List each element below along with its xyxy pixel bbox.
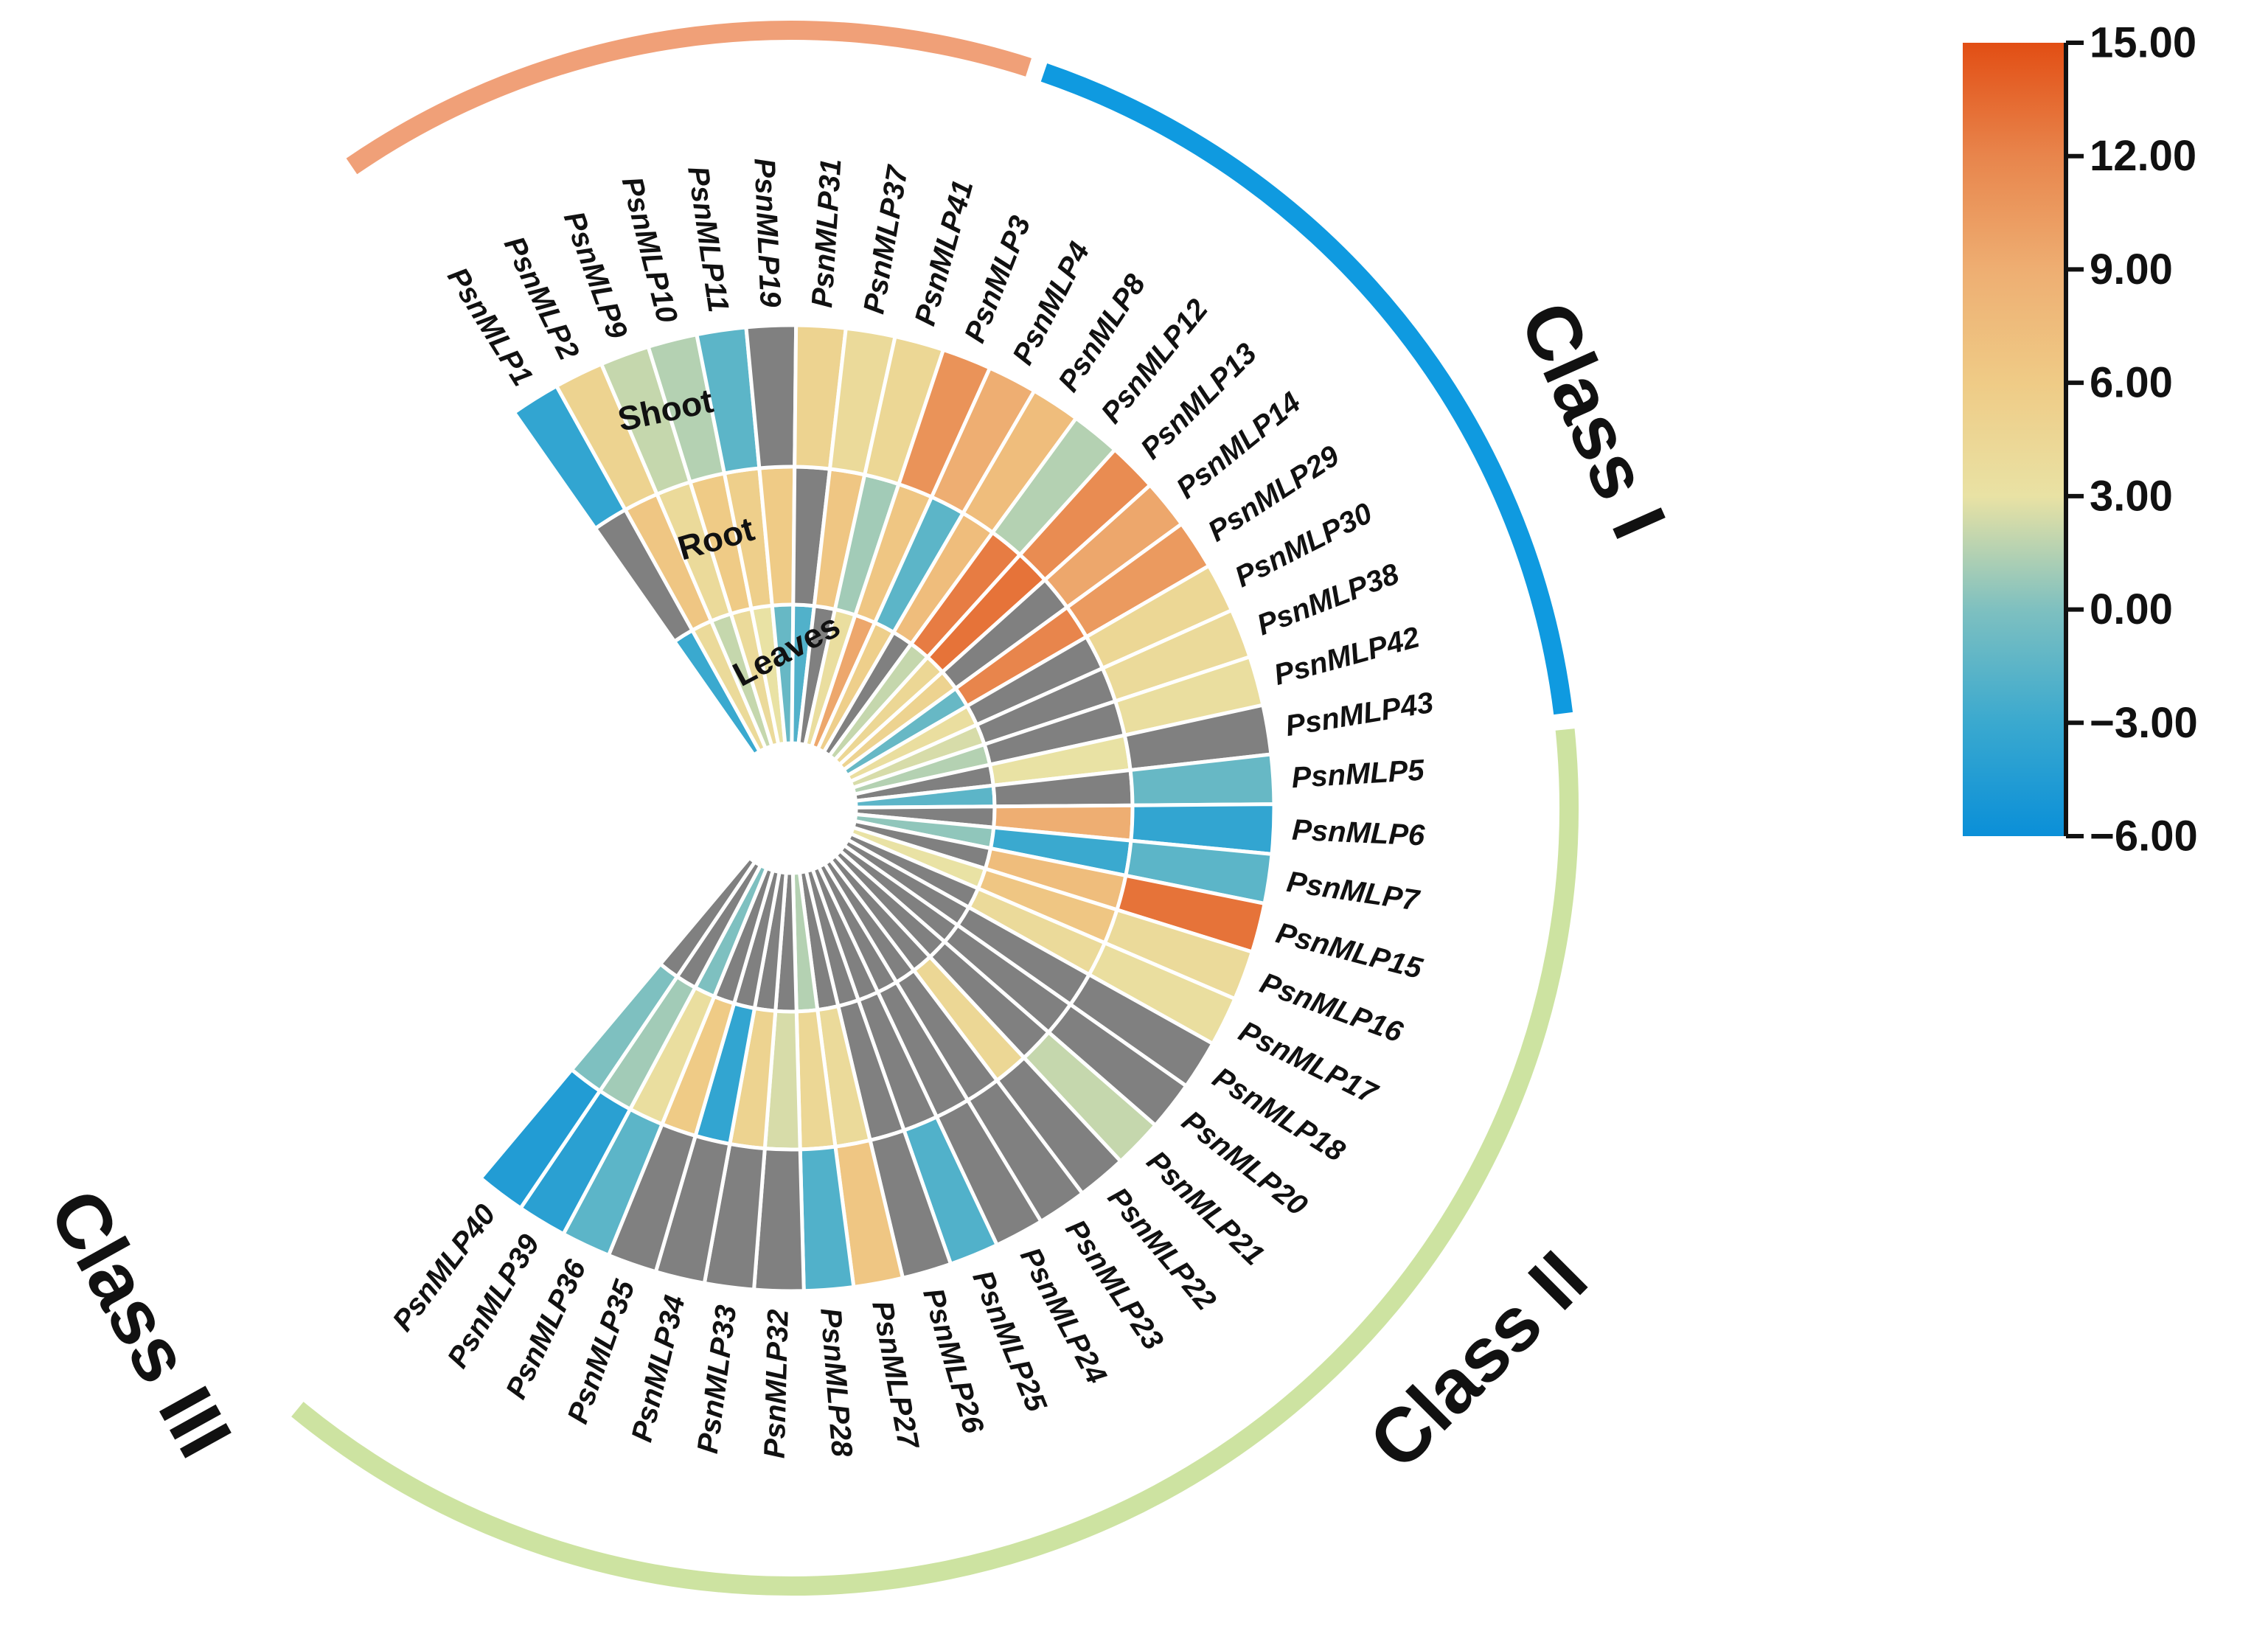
colorbar-legend: 15.00 12.00 9.00 6.00 3.00 0.00 −3.00 −6.00 [1963,19,2198,860]
gene-label: PsnMLP5 [1290,754,1425,795]
colorbar-tick-label: 0.00 [2090,585,2173,633]
colorbar-tick-label: −3.00 [2090,699,2198,747]
colorbar-tick-label: 15.00 [2090,19,2196,67]
heatmap-cells-group [478,323,1276,1293]
colorbar-tick-label: 9.00 [2090,246,2173,293]
colorbar-gradient [1963,43,2064,836]
class-arc-3 [291,728,1579,1596]
colorbar-tick-label: 3.00 [2090,472,2173,520]
colorbar-tick-label: 6.00 [2090,359,2173,407]
class-arc-1 [346,21,1032,175]
colorbar-tick-label: −6.00 [2090,813,2198,860]
heatmap-cell-PsnMLP40-shoot [478,1067,603,1211]
gene-label: PsnMLP6 [1291,814,1426,852]
class-arc-2 [1040,63,1573,715]
gene-label: PsnMLP32 [759,1309,795,1458]
colorbar-tick-label: 12.00 [2090,132,2196,180]
gene-label: PsnMLP19 [748,158,786,309]
